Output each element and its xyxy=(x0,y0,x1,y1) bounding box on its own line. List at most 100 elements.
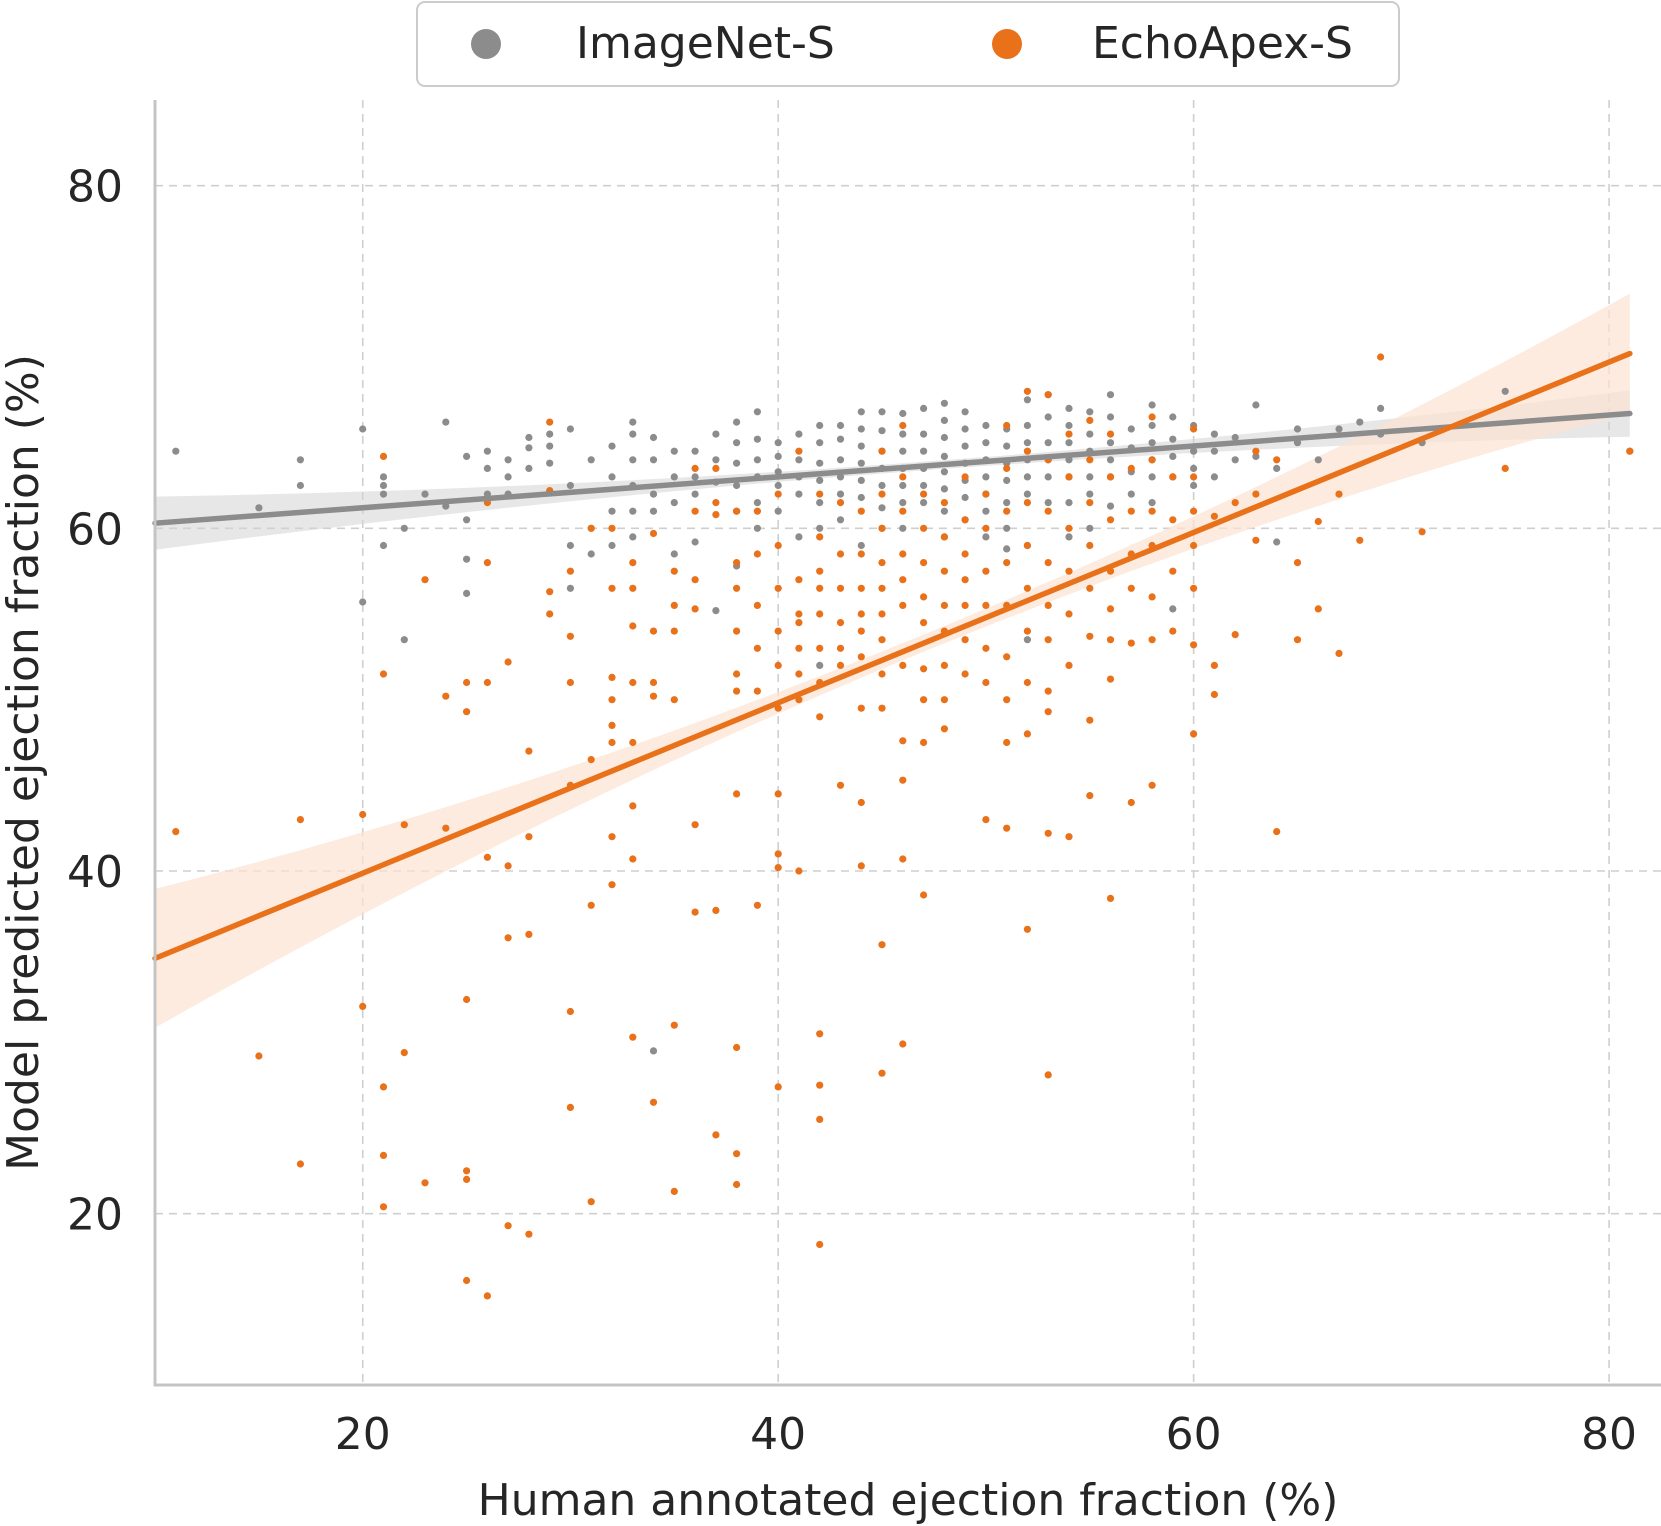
echoapex-s-point xyxy=(1335,649,1343,658)
echoapex-s-point xyxy=(836,644,845,652)
echoapex-s-point xyxy=(608,738,616,747)
echoapex-s-point xyxy=(795,670,803,678)
echoapex-s-point xyxy=(483,678,491,687)
imagenet-s-point xyxy=(379,481,388,490)
imagenet-s-point xyxy=(296,481,304,490)
echoapex-s-point xyxy=(920,490,928,498)
imagenet-s-point xyxy=(1023,636,1031,644)
echoapex-s-point xyxy=(878,636,886,644)
imagenet-s-point xyxy=(1148,439,1156,447)
echoapex-s-point xyxy=(525,930,533,939)
imagenet-s-point xyxy=(733,459,741,467)
echoapex-s-point xyxy=(629,802,637,810)
echoapex-s-point xyxy=(649,529,658,538)
echoapex-s-point xyxy=(649,627,658,635)
echoapex-s-point xyxy=(670,696,678,704)
echoapex-s-point xyxy=(608,833,616,841)
imagenet-s-point xyxy=(1335,425,1343,433)
echoapex-s-point xyxy=(1044,829,1052,837)
imagenet-s-point xyxy=(1044,473,1052,481)
imagenet-s-point xyxy=(1065,404,1073,412)
echoapex-s-point xyxy=(1003,464,1011,472)
echoapex-s-point xyxy=(587,1198,595,1206)
echoapex-s-point xyxy=(587,524,595,532)
imagenet-s-point xyxy=(546,442,554,450)
imagenet-s-point xyxy=(1003,524,1011,532)
echoapex-s-point xyxy=(1086,416,1094,424)
echoapex-s-point xyxy=(920,524,928,532)
echoapex-s-point xyxy=(1127,507,1135,515)
echoapex-s-point xyxy=(774,584,782,592)
echoapex-s-point xyxy=(1314,517,1322,526)
echoapex-s-point xyxy=(982,524,990,532)
imagenet-s-point xyxy=(753,456,762,464)
echoapex-s-point xyxy=(1190,730,1198,738)
imagenet-s-point xyxy=(733,418,741,426)
imagenet-s-point xyxy=(1127,425,1135,433)
echoapex-s-point xyxy=(816,644,824,652)
imagenet-s-point xyxy=(1190,447,1198,455)
imagenet-s-point xyxy=(608,541,616,550)
echoapex-s-point xyxy=(878,704,886,712)
echoapex-s-point xyxy=(961,473,969,481)
echoapex-s-point xyxy=(359,810,367,819)
echoapex-s-point xyxy=(899,776,907,784)
imagenet-s-point xyxy=(670,447,678,455)
imagenet-s-point xyxy=(296,456,304,464)
imagenet-s-point xyxy=(1501,387,1509,395)
echoapex-s-point xyxy=(857,627,865,635)
echoapex-s-point xyxy=(920,891,928,899)
echoapex-s-point xyxy=(920,696,928,704)
echoapex-s-point xyxy=(629,855,637,863)
imagenet-s-point xyxy=(712,456,720,464)
echoapex-s-point xyxy=(608,721,616,730)
imagenet-s-point xyxy=(774,452,782,460)
echoapex-s-point xyxy=(1127,639,1135,647)
echoapex-s-point xyxy=(1148,636,1156,644)
imagenet-s-point xyxy=(816,439,824,447)
imagenet-s-point xyxy=(525,433,533,442)
imagenet-s-point xyxy=(1169,605,1177,613)
echoapex-s-point xyxy=(670,627,678,635)
echoapex-s-point xyxy=(816,584,824,592)
regression-lines xyxy=(152,350,1633,962)
imagenet-s-point xyxy=(566,584,575,592)
echoapex-s-point xyxy=(899,855,907,863)
imagenet-s-point xyxy=(359,425,367,433)
echoapex-s-point xyxy=(587,756,595,764)
imagenet-s-point xyxy=(795,533,803,541)
echoapex-s-point xyxy=(379,1151,388,1159)
echoapex-s-point xyxy=(463,995,471,1004)
echoapex-s-point xyxy=(1065,661,1073,670)
imagenet-s-point xyxy=(836,490,845,498)
echoapex-s-point xyxy=(1190,473,1198,481)
imagenet-s-point xyxy=(816,476,824,484)
imagenet-s-point xyxy=(1106,456,1115,464)
echoapex-s-point xyxy=(463,1167,471,1175)
echoapex-s-point xyxy=(483,559,491,567)
echoapex-s-point xyxy=(795,576,803,584)
imagenet-s-point xyxy=(359,598,367,606)
echoapex-s-point xyxy=(795,644,803,652)
echoapex-s-point xyxy=(795,619,803,627)
echoapex-s-point xyxy=(172,828,180,836)
echoapex-s-point xyxy=(733,627,741,635)
echoapex-s-point xyxy=(774,541,782,550)
echoapex-s-point xyxy=(899,737,907,745)
imagenet-s-point xyxy=(1252,452,1260,460)
echoapex-s-point xyxy=(961,601,969,610)
echoapex-s-point xyxy=(1023,447,1031,455)
imagenet-s-point xyxy=(1252,401,1260,409)
imagenet-s-point xyxy=(836,421,845,430)
echoapex-s-confidence-band xyxy=(155,293,1630,1028)
echoapex-s-point xyxy=(629,584,637,592)
echoapex-s-point xyxy=(1106,516,1115,524)
echoapex-s-point xyxy=(504,934,512,942)
imagenet-s-point xyxy=(795,430,803,438)
echoapex-s-point xyxy=(878,670,886,678)
echoapex-s-point xyxy=(836,619,845,627)
imagenet-s-point xyxy=(1086,524,1094,532)
echoapex-s-point xyxy=(1023,730,1031,738)
echoapex-s-point xyxy=(733,1180,741,1189)
echoapex-s-point xyxy=(691,507,699,515)
